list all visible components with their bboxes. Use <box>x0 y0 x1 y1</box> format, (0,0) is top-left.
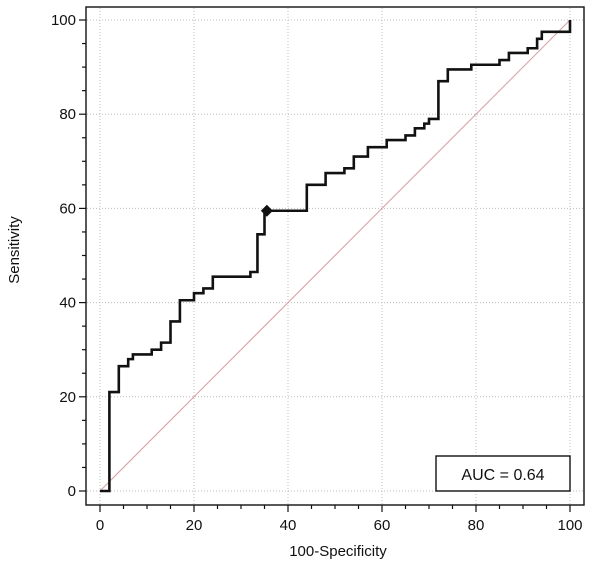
y-tick-label: 60 <box>59 200 76 217</box>
x-tick-label: 60 <box>374 517 391 534</box>
data-layer <box>99 19 572 493</box>
axis-layer: 0 20 40 60 80 100 0 20 40 60 80 100 <box>51 6 585 534</box>
x-tick-label: 40 <box>280 517 297 534</box>
x-tick-label: 0 <box>96 517 104 534</box>
x-tick-label: 80 <box>468 517 485 534</box>
y-axis-title: Sensitivity <box>6 216 23 284</box>
x-tick-label: 100 <box>557 517 582 534</box>
auc-box-frame <box>435 455 571 492</box>
y-tick-label: 40 <box>59 295 76 312</box>
optimal-cutoff-marker <box>260 204 273 217</box>
y-tick-label: 80 <box>59 106 76 123</box>
roc-curve-line <box>100 20 572 493</box>
auc-annotation: AUC = 0.64 <box>461 467 544 484</box>
y-tick-label: 100 <box>51 12 76 29</box>
auc-box: AUC = 0.64 <box>435 455 571 492</box>
reference-diagonal-line <box>99 19 571 492</box>
x-axis-title: 100-Specificity <box>289 543 387 560</box>
y-tick-label: 20 <box>59 389 76 406</box>
y-tick-label: 0 <box>68 483 76 500</box>
x-tick-label: 20 <box>186 517 203 534</box>
